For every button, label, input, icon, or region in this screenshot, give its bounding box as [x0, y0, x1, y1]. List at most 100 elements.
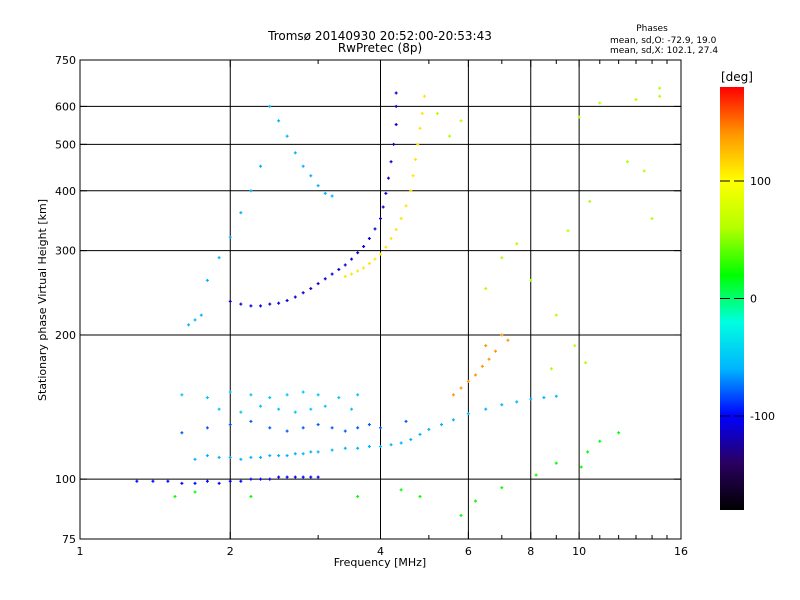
y-tick-label: 750 [55, 54, 76, 67]
data-point [249, 393, 253, 397]
data-point [404, 204, 408, 208]
data-point [193, 457, 197, 461]
data-point [459, 119, 463, 123]
data-point [394, 123, 398, 127]
x-tick-label: 2 [227, 545, 234, 558]
data-point [193, 318, 197, 322]
data-point [617, 431, 621, 435]
data-point [356, 269, 360, 273]
data-point [180, 393, 184, 397]
colorbar-tick-label: -100 [750, 410, 775, 423]
data-point [187, 323, 191, 327]
data-point [384, 191, 388, 195]
colorbar-unit-label: [deg] [721, 70, 753, 84]
colorbar-tick-label: 100 [750, 175, 771, 188]
data-point [309, 407, 313, 411]
data-point [381, 205, 385, 209]
data-point [205, 396, 209, 400]
data-point [484, 344, 488, 348]
data-point [166, 479, 170, 483]
data-point [500, 403, 504, 407]
data-point [249, 419, 253, 423]
data-point [413, 157, 417, 161]
data-point [506, 338, 510, 342]
data-point [205, 426, 209, 430]
data-point [259, 304, 263, 308]
x-tick-label: 1 [77, 545, 84, 558]
data-point [367, 444, 371, 448]
data-point [584, 361, 588, 365]
data-point [323, 191, 327, 195]
data-point [135, 479, 139, 483]
data-point [309, 287, 313, 291]
data-point [285, 299, 289, 303]
data-point [268, 104, 272, 108]
data-point [277, 301, 281, 305]
data-point [239, 479, 243, 483]
data-point [422, 94, 426, 98]
data-point [394, 228, 398, 232]
data-point [309, 450, 313, 454]
data-point [309, 475, 313, 479]
data-point [487, 357, 491, 361]
data-points [135, 86, 662, 517]
data-point [285, 393, 289, 397]
data-point [193, 481, 197, 485]
data-point [285, 454, 289, 458]
data-point [293, 295, 297, 299]
phases-x-stats: mean, sd,X: 102.1, 27.4 [610, 46, 718, 56]
data-point [658, 86, 662, 90]
data-point [316, 450, 320, 454]
data-point [420, 111, 424, 115]
data-point [356, 426, 360, 430]
data-point [650, 217, 654, 221]
data-point [301, 164, 305, 168]
y-tick-label: 600 [55, 100, 76, 113]
data-point [466, 379, 470, 383]
data-point [330, 426, 334, 430]
data-point [285, 475, 289, 479]
data-point [416, 142, 420, 146]
data-point [259, 164, 263, 168]
data-point [500, 333, 504, 337]
data-point [418, 126, 422, 130]
data-point [392, 142, 396, 146]
data-point [356, 446, 360, 450]
data-point [285, 429, 289, 433]
data-point [343, 429, 347, 433]
data-point [249, 455, 253, 459]
data-point [389, 443, 393, 447]
axis-ticks: 1 2 4 6 8 10 16 75 100 200 300 400 500 600 750 [55, 54, 688, 558]
data-point [228, 479, 232, 483]
x-tick-label: 4 [377, 545, 384, 558]
data-point [404, 419, 408, 423]
data-point [301, 390, 305, 394]
data-point [427, 427, 431, 431]
data-point [484, 287, 488, 291]
data-point [239, 211, 243, 215]
data-point [356, 251, 360, 255]
data-point [418, 432, 422, 436]
data-point [411, 174, 415, 178]
data-point [554, 313, 558, 317]
data-point [549, 367, 553, 371]
data-point [343, 446, 347, 450]
chart-subtitle: RwPretec (8p) [338, 41, 422, 55]
data-point [180, 481, 184, 485]
data-point [542, 396, 546, 400]
data-point [459, 386, 463, 390]
data-point [293, 410, 297, 414]
data-point [534, 473, 538, 477]
data-point [259, 404, 263, 408]
data-point [293, 475, 297, 479]
x-axis-label: Frequency [MHz] [334, 556, 426, 569]
data-point [440, 423, 444, 427]
data-point [484, 407, 488, 411]
data-point [515, 242, 519, 246]
data-point [367, 261, 371, 265]
y-tick-label: 100 [55, 473, 76, 486]
data-point [379, 252, 382, 256]
colorbar-ticks: 100 0 -100 [720, 175, 775, 423]
data-point [386, 176, 390, 180]
data-point [228, 455, 232, 459]
